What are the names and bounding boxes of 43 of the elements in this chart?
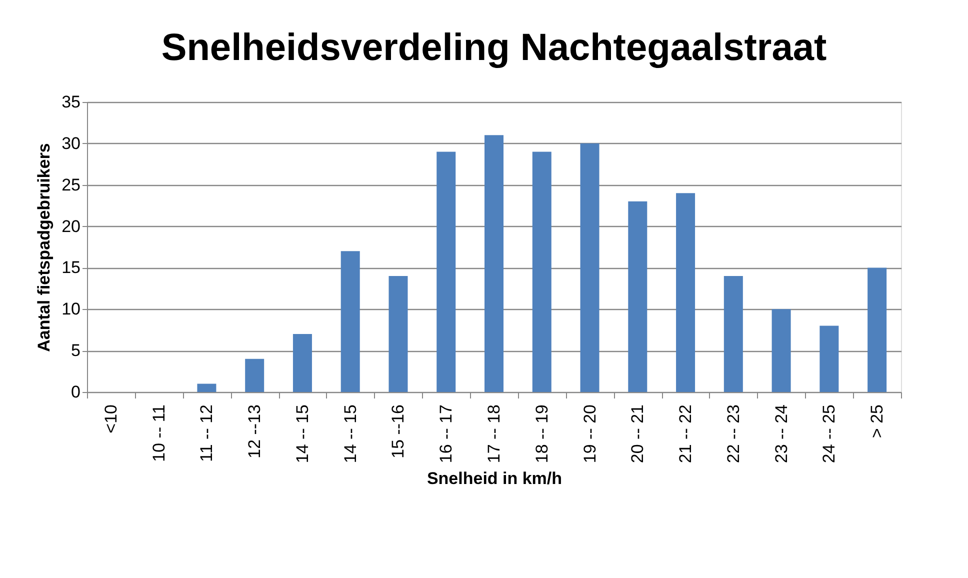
x-tick-label: 23 -- 24 [772, 404, 791, 464]
x-tick-label: 19 -- 20 [580, 404, 600, 464]
bar [484, 135, 504, 392]
bar [436, 152, 456, 392]
y-tick-label: 5 [71, 341, 80, 360]
x-tick-label: 12 --13 [245, 404, 264, 458]
y-tick-label: 20 [62, 216, 80, 236]
x-tick-label: 11 -- 12 [197, 404, 216, 462]
x-tick-label: 22 -- 23 [724, 404, 743, 464]
x-tick-label: 14 -- 15 [340, 404, 360, 464]
x-tick-label: 24 -- 25 [820, 404, 839, 464]
x-tick-label: 10 -- 11 [149, 404, 168, 462]
x-tick-label: 16 -- 17 [436, 404, 456, 464]
bar [340, 251, 360, 392]
y-tick-label: 30 [62, 134, 80, 153]
bar [724, 276, 743, 392]
y-tick-label: 0 [71, 382, 80, 402]
bar [292, 334, 312, 392]
chart-title: Snelheidsverdeling Nachtegaalstraat [161, 27, 827, 69]
y-tick-label: 35 [62, 92, 80, 112]
bar [676, 193, 696, 392]
x-axis-title: Snelheid in km/h [426, 469, 562, 488]
y-tick-label: 15 [62, 258, 80, 278]
x-tick-label: <10 [101, 404, 120, 434]
bar [868, 268, 887, 392]
x-tick-label: 15 --16 [388, 404, 408, 458]
bar [628, 201, 648, 392]
x-tick-label: 14 -- 15 [292, 404, 312, 464]
x-tick-label: 21 -- 22 [676, 404, 696, 464]
bar [772, 309, 791, 392]
bar [580, 143, 600, 392]
bar [197, 384, 216, 392]
bar [820, 326, 839, 392]
x-tick-label: 18 -- 19 [532, 404, 552, 464]
y-tick-label: 10 [62, 300, 80, 319]
bar [532, 152, 552, 392]
x-tick-label: 17 -- 18 [484, 404, 504, 464]
bar [388, 276, 408, 392]
y-tick-label: 25 [62, 175, 80, 194]
y-axis-title: Aantal fietspadgebruikers [34, 143, 54, 352]
x-tick-label: > 25 [868, 404, 887, 438]
bar [245, 358, 264, 392]
x-tick-label: 20 -- 21 [628, 404, 648, 464]
